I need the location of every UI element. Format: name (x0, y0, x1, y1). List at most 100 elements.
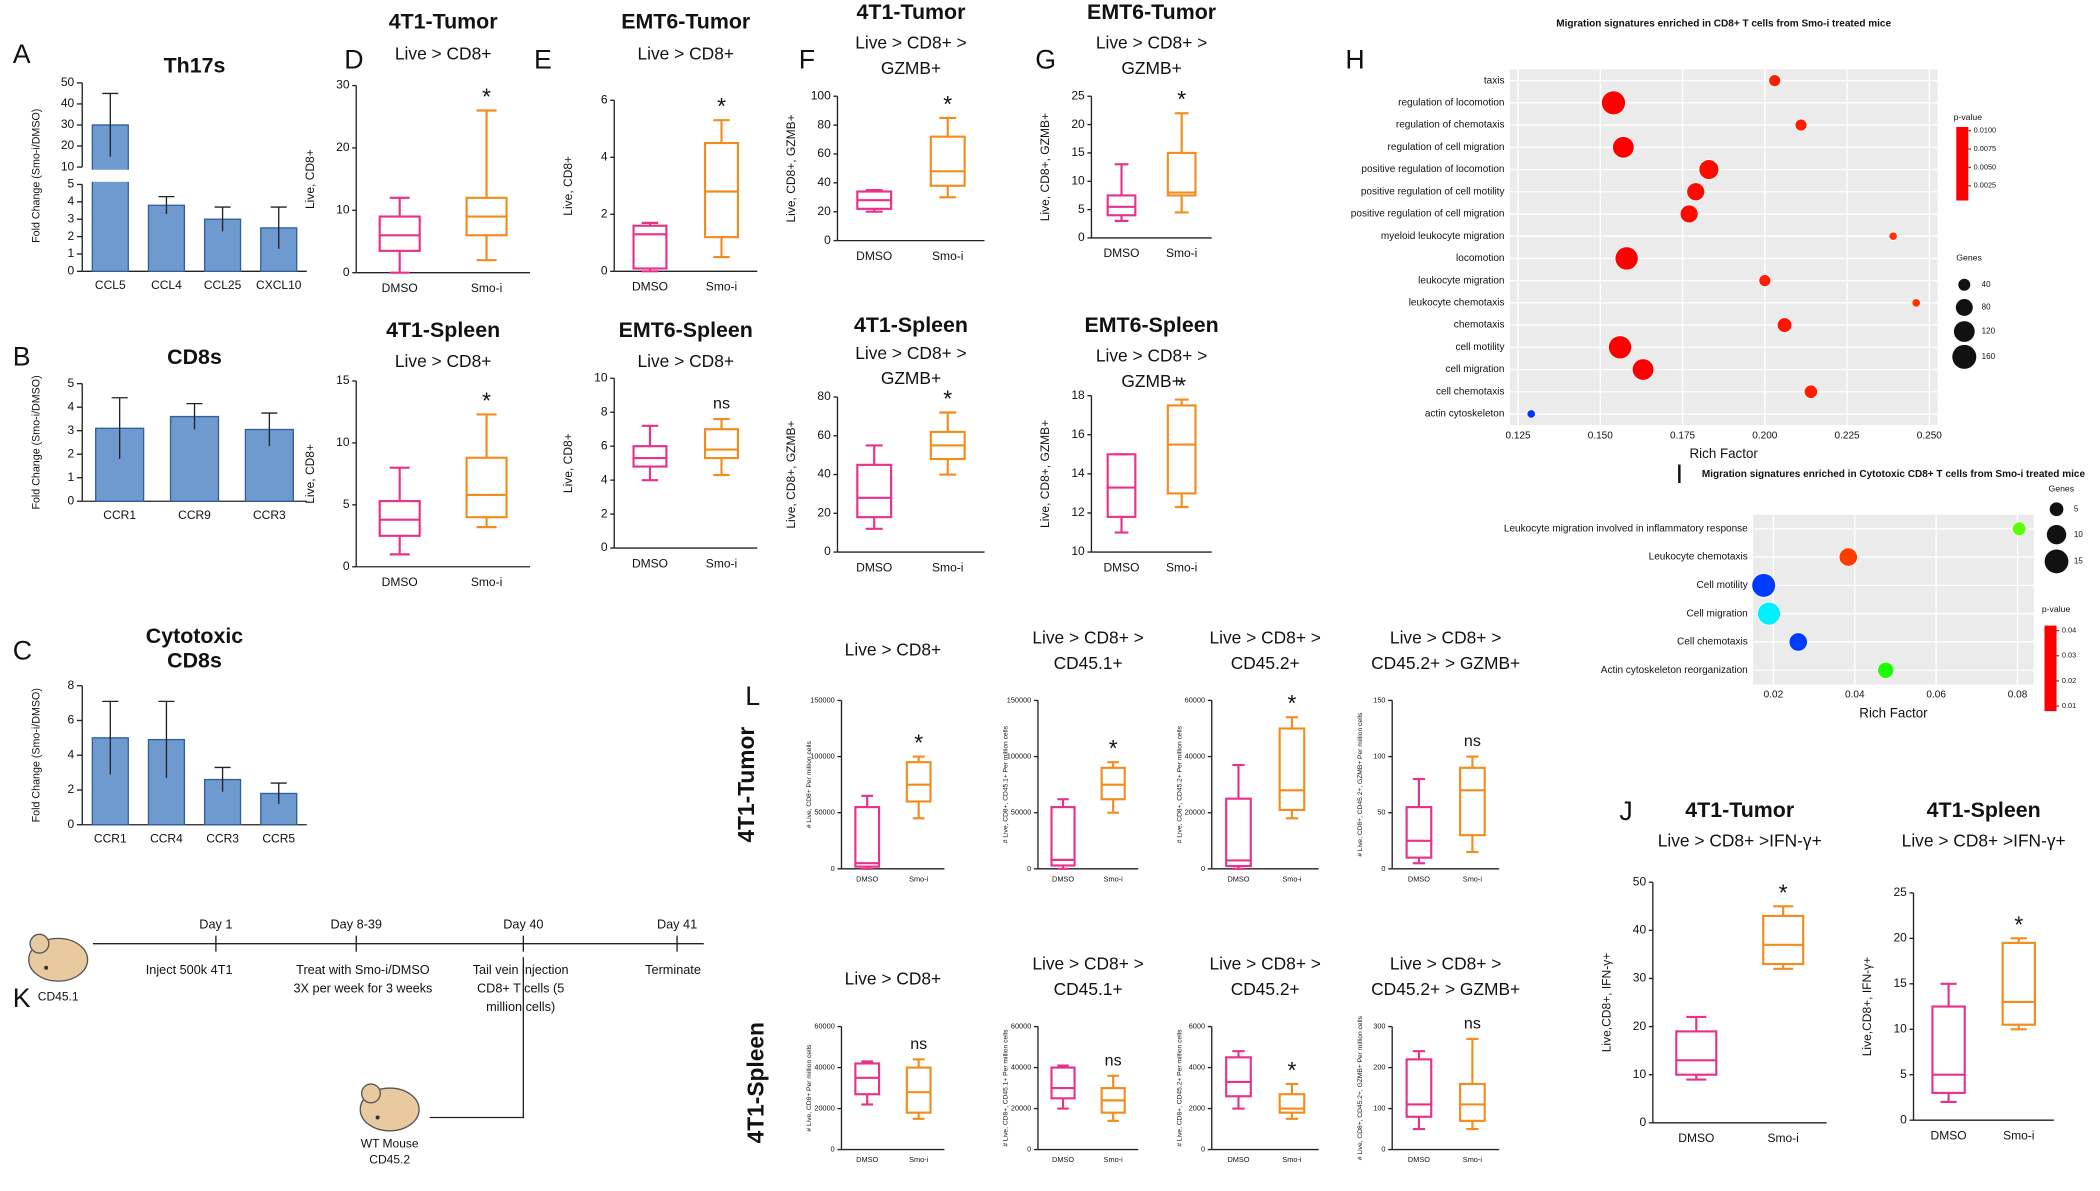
significance: ns (910, 1035, 927, 1053)
dot (1758, 274, 1772, 288)
box (703, 141, 740, 239)
size-legend-label: 120 (1982, 327, 1996, 336)
y-tick-label: 0 (1639, 1115, 1646, 1129)
dot (1601, 90, 1626, 116)
y-tick-label: 30 (336, 78, 350, 92)
y-tick-label: 20 (1893, 931, 1907, 945)
significance: * (1288, 1057, 1297, 1083)
x-tick-label: DMSO (632, 280, 668, 294)
event-label: 3X per week for 3 weeks (293, 982, 432, 996)
panel-letter: C (13, 635, 32, 665)
y-tick-label: locomotion (1456, 253, 1504, 264)
dot (1698, 159, 1720, 180)
y-tick-label: 0 (68, 264, 75, 278)
box (1106, 194, 1137, 217)
significance: * (914, 730, 923, 756)
y-tick-label: 0 (1027, 864, 1031, 873)
chart-subtitle: Live > CD8+ (845, 968, 942, 988)
y-axis-label: Live, CD8+, GZMB+ (784, 420, 798, 528)
size-legend-dot (1952, 344, 1977, 369)
size-legend-label: 5 (2074, 504, 2079, 513)
y-tick-label: 5 (68, 177, 75, 191)
panel-letter: E (534, 45, 552, 75)
chart-subtitle: Live > CD8+ > (1390, 628, 1501, 648)
box (1459, 766, 1486, 837)
y-tick-label: 150000 (810, 695, 835, 704)
chart-title: EMT6-Spleen (619, 318, 753, 342)
chart-subtitle: Live > CD8+ (845, 640, 942, 660)
significance: ns (1105, 1051, 1122, 1069)
y-tick-label: 12 (1071, 505, 1085, 519)
y-tick-label: 0 (601, 540, 608, 554)
y-tick-label: 16 (1071, 427, 1085, 441)
y-tick-label: 50 (61, 75, 75, 89)
x-tick-label: Smo-i (1463, 874, 1483, 883)
chart-subtitle: Live > CD8+ > (855, 343, 966, 363)
colorbar-tick-label: 0.04 (2062, 626, 2076, 635)
y-tick-label: regulation of cell migration (1388, 142, 1505, 153)
y-tick-label: regulation of locomotion (1398, 97, 1504, 108)
colorbar-tick-label: 0.02 (2062, 676, 2076, 685)
y-tick-label: 0 (824, 544, 831, 558)
y-tick-label: 20 (1071, 117, 1085, 131)
box (1225, 1056, 1252, 1098)
mouse-eye (375, 1115, 380, 1120)
chart-subtitle: CD45.1+ (1054, 653, 1123, 673)
x-tick-label: 0.150 (1588, 430, 1613, 441)
y-tick-label: 0 (1381, 1144, 1385, 1153)
y-tick-label: 15 (1071, 145, 1085, 159)
row-label: 4T1-Spleen (742, 1022, 768, 1143)
y-tick-label: 10 (336, 202, 350, 216)
y-axis-label: Live,CD8+, IFN-γ+ (1600, 953, 1614, 1053)
y-tick-label: 0 (601, 264, 608, 278)
x-tick-label: 0.225 (1835, 430, 1860, 441)
chart-subtitle: CD45.2+ > GZMB+ (1371, 979, 1520, 999)
axis-break (74, 169, 310, 182)
chart-subtitle: Live > CD8+ >IFN-γ+ (1902, 831, 2066, 851)
y-tick-label: 60 (817, 146, 831, 160)
legend-title: Genes (1956, 252, 1982, 262)
y-tick-label: 4 (68, 399, 75, 413)
y-tick-label: 4 (601, 472, 608, 486)
dot (1911, 298, 1921, 308)
size-legend-dot (1955, 298, 1973, 316)
y-tick-label: 20 (817, 204, 831, 218)
y-tick-label: 100 (1373, 1104, 1385, 1113)
y-tick-label: 0 (824, 233, 831, 247)
dot (1877, 661, 1895, 679)
x-tick-label: Smo-i (1282, 1155, 1302, 1164)
x-tick-label: CCR4 (150, 832, 183, 846)
x-tick-label: DMSO (1408, 874, 1430, 883)
y-tick-label: 4000 (1189, 1063, 1205, 1072)
dot (1776, 317, 1793, 333)
chart-title: EMT6-Spleen (1084, 313, 1218, 337)
y-tick-label: 10 (594, 370, 608, 384)
significance: * (1779, 879, 1788, 905)
y-tick-label: Leukocyte migration involved in inflamma… (1504, 523, 1748, 534)
day-label: Day 40 (503, 917, 543, 931)
x-tick-label: Smo-i (1166, 246, 1197, 260)
chart-subtitle: GZMB+ (881, 58, 941, 78)
x-tick-label: Smo-i (706, 556, 737, 570)
significance: * (1177, 86, 1186, 112)
y-tick-label: 50 (1377, 808, 1385, 817)
box (632, 224, 668, 270)
y-tick-label: 10 (1071, 173, 1085, 187)
y-tick-label: 0 (831, 1144, 835, 1153)
chart-title: Migration signatures enriched in Cytotox… (1702, 469, 2086, 480)
x-tick-label: Smo-i (909, 874, 929, 883)
y-tick-label: 20000 (814, 1104, 834, 1113)
x-axis-label: Rich Factor (1690, 446, 1759, 461)
y-tick-label: 0 (1078, 230, 1085, 244)
y-axis-label: Live, CD8+ (303, 149, 317, 209)
box (1050, 806, 1076, 867)
chart-title: Cytotoxic (146, 624, 243, 648)
box (703, 428, 740, 460)
y-tick-label: 0 (831, 864, 835, 873)
size-legend-label: 160 (1982, 352, 1996, 361)
legend-title: p-value (2042, 604, 2071, 614)
chart-title: EMT6-Tumor (1087, 0, 1216, 24)
event-label: Treat with Smo-i/DMSO (296, 963, 430, 977)
y-tick-label: 3 (68, 423, 75, 437)
y-tick-label: 10 (1633, 1067, 1647, 1081)
